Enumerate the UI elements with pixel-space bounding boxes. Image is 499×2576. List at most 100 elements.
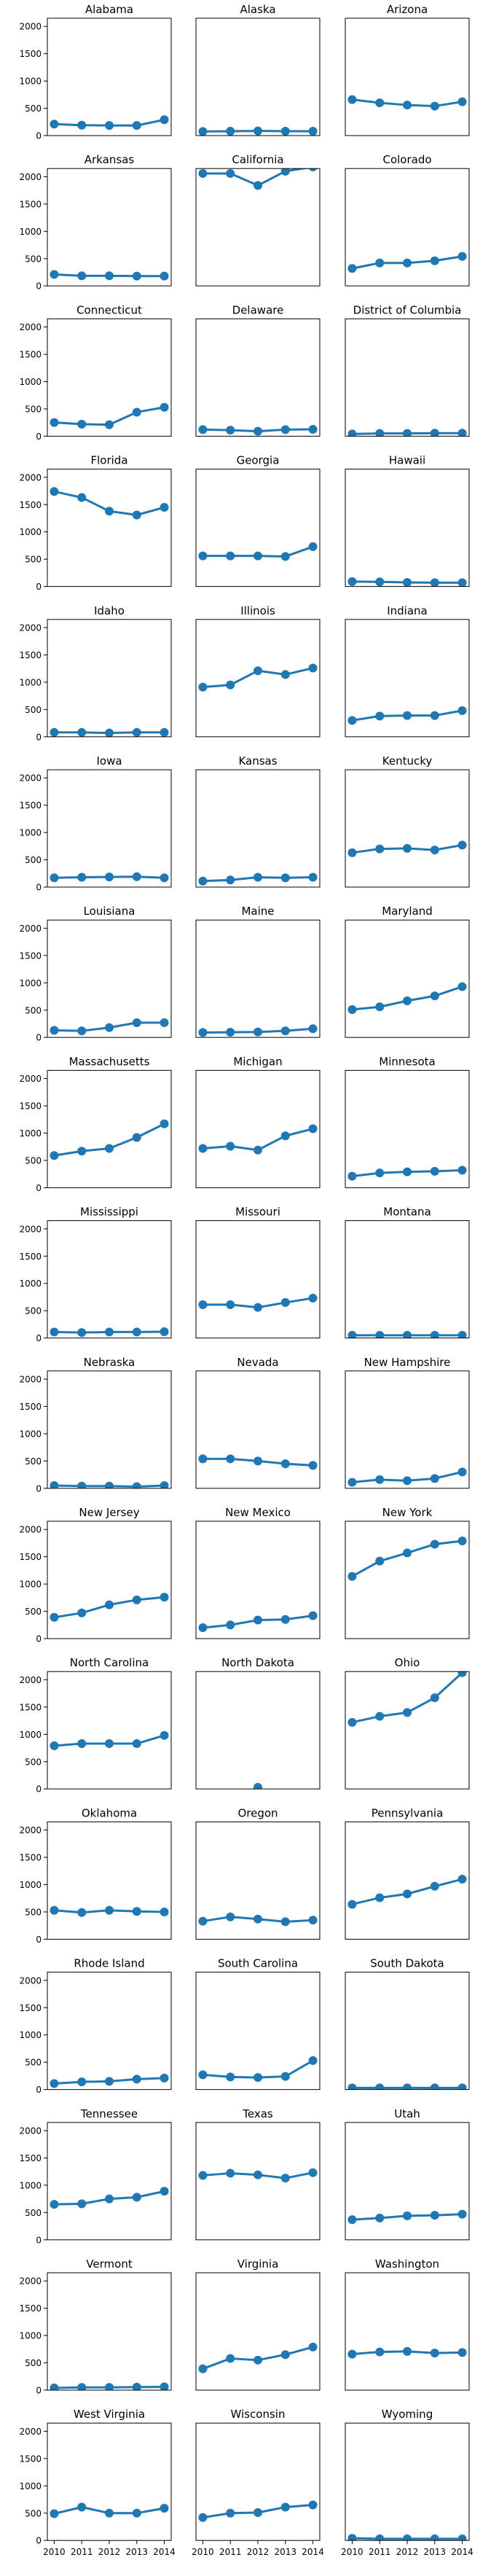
data-point <box>50 873 59 883</box>
y-tick-label: 1500 <box>19 199 42 209</box>
series-group <box>198 1611 318 1633</box>
x-tick-label: 2013 <box>275 2547 297 2557</box>
data-point <box>280 2174 290 2183</box>
panel-utah: Utah <box>345 2107 470 2241</box>
panel-frame <box>195 1972 321 2091</box>
panel-mississippi: Mississippi 0 500 1000 1500 2000 <box>19 1206 172 1343</box>
data-point <box>430 429 439 437</box>
series-group <box>50 270 169 281</box>
data-point <box>226 1028 235 1037</box>
data-point <box>105 420 114 429</box>
panel-frame <box>47 17 172 136</box>
y-tick-label: 1500 <box>19 2153 42 2163</box>
series-line <box>350 1539 464 1578</box>
y-tick-label: 0 <box>36 1935 42 1945</box>
panel-title: Arizona <box>387 3 428 16</box>
y-tick-label: 0 <box>36 883 42 893</box>
series-group <box>347 2534 467 2541</box>
y-tick-label: 2000 <box>19 472 42 483</box>
y-tick-label: 0 <box>36 2536 42 2546</box>
panel-frame <box>47 1370 172 1489</box>
panel-california: California <box>195 153 321 286</box>
data-point <box>457 706 467 715</box>
data-point <box>403 1330 412 1338</box>
data-point <box>132 1595 141 1604</box>
data-point <box>347 1717 357 1727</box>
y-tick-label: 1000 <box>19 978 42 988</box>
panel-title: Oregon <box>237 1806 278 1819</box>
y-tick-label: 1500 <box>19 1101 42 1112</box>
y-tick-label: 500 <box>25 1456 42 1467</box>
panel-frame <box>345 2272 470 2391</box>
data-point <box>347 1572 357 1581</box>
data-point <box>50 2509 59 2518</box>
panel-florida: Florida 0 500 1000 1500 2000 <box>19 454 172 592</box>
data-point <box>347 577 357 586</box>
data-point <box>375 1556 385 1566</box>
y-tick-label: 1500 <box>19 800 42 811</box>
data-point <box>457 982 467 991</box>
y-tick-label: 500 <box>25 855 42 865</box>
series-group <box>347 95 467 111</box>
data-point <box>160 1018 169 1027</box>
data-point <box>50 487 59 496</box>
data-point <box>347 1171 357 1181</box>
panel-frame <box>47 2272 172 2391</box>
panel-frame <box>47 1671 172 1789</box>
data-point <box>375 1168 385 1178</box>
panel-title: District of Columbia <box>353 303 462 316</box>
panel-title: Illinois <box>240 604 275 617</box>
panel-title: New Jersey <box>79 1506 139 1519</box>
data-point <box>457 1671 467 1677</box>
data-point <box>430 1474 439 1483</box>
panel-title: Montana <box>383 1206 431 1219</box>
panel-title: Kansas <box>238 754 277 768</box>
panel-title: Michigan <box>233 1055 282 1068</box>
data-point <box>50 727 59 737</box>
data-point <box>77 120 87 130</box>
panel-title: North Carolina <box>70 1656 149 1669</box>
data-point <box>430 1693 439 1703</box>
y-tick-label: 2000 <box>19 322 42 332</box>
data-point <box>308 1461 318 1470</box>
data-point <box>132 2193 141 2202</box>
data-point <box>132 121 141 130</box>
x-tick-label: 2010 <box>43 2547 66 2557</box>
panel-frame <box>195 318 321 437</box>
data-point <box>308 542 318 551</box>
data-point <box>254 551 262 561</box>
data-point <box>105 1739 114 1749</box>
data-point <box>105 1144 114 1153</box>
series-group <box>50 1730 169 1751</box>
data-point <box>254 181 262 190</box>
data-point <box>226 1912 235 1921</box>
data-point <box>308 1611 318 1620</box>
panel-missouri: Missouri <box>195 1206 321 1339</box>
series-group <box>347 840 467 857</box>
panel-frame <box>345 1972 470 2091</box>
data-point <box>198 127 208 136</box>
data-point <box>198 2513 208 2522</box>
data-point <box>50 2384 59 2390</box>
y-tick-label: 500 <box>25 2508 42 2518</box>
data-point <box>308 425 318 434</box>
panel-frame <box>345 2122 470 2241</box>
data-point <box>50 1481 59 1488</box>
data-point <box>403 1889 412 1899</box>
data-point <box>77 727 87 737</box>
panel-arkansas: Arkansas 0 500 1000 1500 2000 <box>19 153 172 292</box>
series-group <box>347 251 467 273</box>
data-point <box>77 2077 87 2087</box>
data-point <box>280 2502 290 2512</box>
data-point <box>375 2083 385 2090</box>
panel-title: Washington <box>375 2257 439 2271</box>
panel-illinois: Illinois <box>195 604 321 738</box>
y-tick-label: 2000 <box>19 2427 42 2437</box>
data-point <box>280 168 290 176</box>
data-point <box>198 1454 208 1464</box>
panel-title: Minnesota <box>379 1055 435 1068</box>
data-point <box>280 1615 290 1624</box>
data-point <box>308 1916 318 1925</box>
data-point <box>160 402 169 412</box>
data-point <box>430 2083 439 2090</box>
